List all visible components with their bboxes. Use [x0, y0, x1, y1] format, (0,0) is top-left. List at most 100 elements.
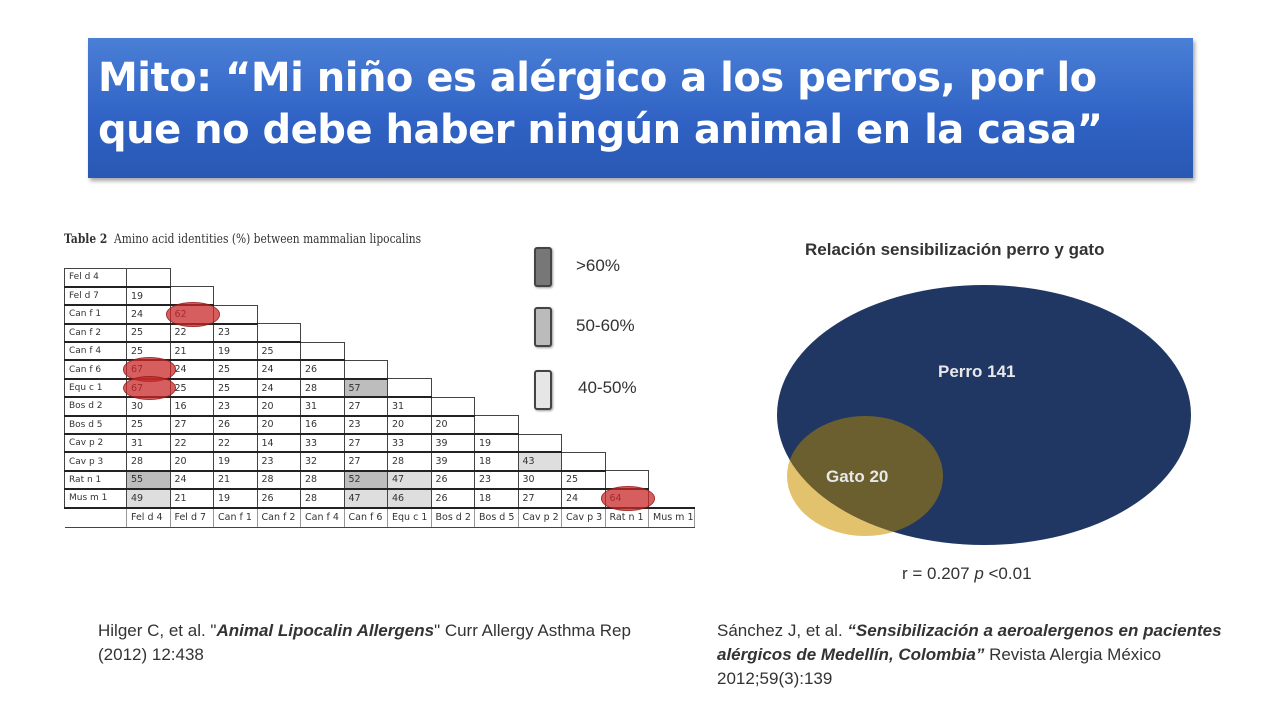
table-cell: 27: [169, 415, 214, 436]
table-cell: 67: [126, 378, 171, 399]
table-cell: 62: [169, 304, 214, 325]
table-cell: 32: [300, 451, 345, 472]
table-cell: 16: [300, 415, 345, 436]
table-cell: 28: [256, 470, 301, 491]
table-cell-empty: [343, 359, 388, 380]
citation-right: Sánchez J, et al. “Sensibilización a aer…: [717, 619, 1232, 691]
legend-swatch-low: [534, 370, 552, 410]
table-row: Cav p 2 31 22 22 14 33 27 33 39 19: [64, 433, 695, 454]
table-cell: 25: [126, 415, 171, 436]
table-cell-empty: [430, 396, 475, 417]
table-cell-empty: [517, 433, 562, 454]
column-header: Cav p 2: [518, 506, 562, 529]
column-header: Rat n 1: [605, 506, 649, 529]
row-label: Can f 2: [64, 323, 127, 344]
table-cell: 30: [126, 396, 171, 417]
table-cell: 28: [300, 488, 345, 509]
citation-left-title: Animal Lipocalin Allergens: [216, 621, 435, 640]
table-cell: 25: [169, 378, 214, 399]
citation-left-post: " Curr Allergy Asthma Rep (2012) 12:438: [98, 621, 631, 664]
table-cell: 46: [387, 488, 432, 509]
table-cell: 22: [169, 433, 214, 454]
table-cell: 28: [126, 451, 171, 472]
column-header: Bos d 5: [474, 506, 519, 529]
table-cell: 47: [343, 488, 388, 509]
legend-label-low: 40-50%: [578, 378, 637, 397]
table-cell: 19: [213, 488, 258, 509]
table-cell: 24: [169, 470, 214, 491]
table-cell: 21: [169, 488, 214, 509]
row-label: Bos d 2: [64, 396, 127, 417]
table-cell: 25: [213, 378, 258, 399]
table-row: Bos d 5 25 27 26 20 16 23 20 20: [64, 415, 695, 436]
table-heading-text: Amino acid identities (%) between mammal…: [114, 232, 422, 247]
table-cell: 33: [387, 433, 432, 454]
table-cell: 28: [387, 451, 432, 472]
table-cell: 64: [604, 488, 649, 509]
table-cell: 28: [300, 378, 345, 399]
table-cell: 22: [169, 323, 214, 344]
table-cell: 24: [256, 378, 301, 399]
table-row: Bos d 2 30 16 23 20 31 27 31: [64, 396, 695, 417]
legend-label-mid: 50-60%: [576, 316, 635, 335]
table-cell: 25: [256, 341, 301, 362]
table-cell-empty: [300, 341, 345, 362]
table-cell: 20: [387, 415, 432, 436]
table-cell: 27: [343, 396, 388, 417]
legend-label-high: >60%: [576, 256, 620, 275]
row-label: Mus m 1: [64, 488, 127, 509]
row-label: Can f 6: [64, 359, 127, 380]
table-cell: 23: [256, 451, 301, 472]
table-cell: 20: [256, 415, 301, 436]
table-cell: 23: [474, 470, 519, 491]
citation-left: Hilger C, et al. "Animal Lipocalin Aller…: [98, 619, 668, 667]
table-cell: 24: [169, 359, 214, 380]
column-header: Bos d 2: [431, 506, 475, 529]
row-label: Bos d 5: [64, 415, 127, 436]
table-cell: 25: [126, 323, 171, 344]
row-label: Can f 1: [64, 304, 127, 325]
table-cell: 16: [169, 396, 214, 417]
table-cell-empty: [126, 267, 171, 288]
row-label: Rat n 1: [64, 470, 127, 491]
table-cell: 21: [213, 470, 258, 491]
table-cell: 20: [169, 451, 214, 472]
correlation-prefix: r = 0.207: [902, 564, 975, 583]
table-cell: 23: [343, 415, 388, 436]
table-cell: 28: [300, 470, 345, 491]
row-label: Fel d 7: [64, 286, 127, 307]
table-heading-number: Table 2: [64, 232, 108, 247]
column-header: Cav p 3: [561, 506, 606, 529]
table-cell: 20: [256, 396, 301, 417]
table-cell-empty: [604, 470, 649, 491]
row-label: Can f 4: [64, 341, 127, 362]
lipocalin-identity-table: Fel d 4 Fel d 7 19 Can f 1 24 62 Can f 2 25 22 23…: [64, 267, 695, 529]
table-cell: 39: [430, 451, 475, 472]
table-cell-empty: [213, 304, 258, 325]
column-header: Can f 6: [344, 506, 388, 529]
table-cell: 18: [474, 451, 519, 472]
column-header: Mus m 1: [648, 506, 695, 529]
correlation-p: p: [974, 564, 984, 583]
table-cell: 23: [213, 323, 258, 344]
table-cell: 25: [126, 341, 171, 362]
table-row: Can f 4 25 21 19 25: [64, 341, 695, 362]
venn-diagram: [777, 285, 1191, 545]
table-cell: 18: [474, 488, 519, 509]
table-cell: 52: [343, 470, 388, 491]
table-row: Fel d 7 19: [64, 286, 695, 307]
slide-title-line-1: Mito: “Mi niño es alérgico a los perros,…: [98, 55, 1097, 101]
citation-right-pre: Sánchez J, et al.: [717, 621, 848, 640]
table-cell: 21: [169, 341, 214, 362]
table-cell: 19: [213, 451, 258, 472]
table-cell: 24: [256, 359, 301, 380]
table-row: Rat n 1 55 24 21 28 28 52 47 26 23 30 25: [64, 470, 695, 491]
table-cell: 22: [213, 433, 258, 454]
table-cell: 30: [517, 470, 562, 491]
table-cell: 24: [561, 488, 606, 509]
row-label: Cav p 2: [64, 433, 127, 454]
table-cell: 20: [430, 415, 475, 436]
column-header: Fel d 4: [126, 506, 171, 529]
table-cell: 57: [343, 378, 388, 399]
table-cell: 26: [430, 488, 475, 509]
